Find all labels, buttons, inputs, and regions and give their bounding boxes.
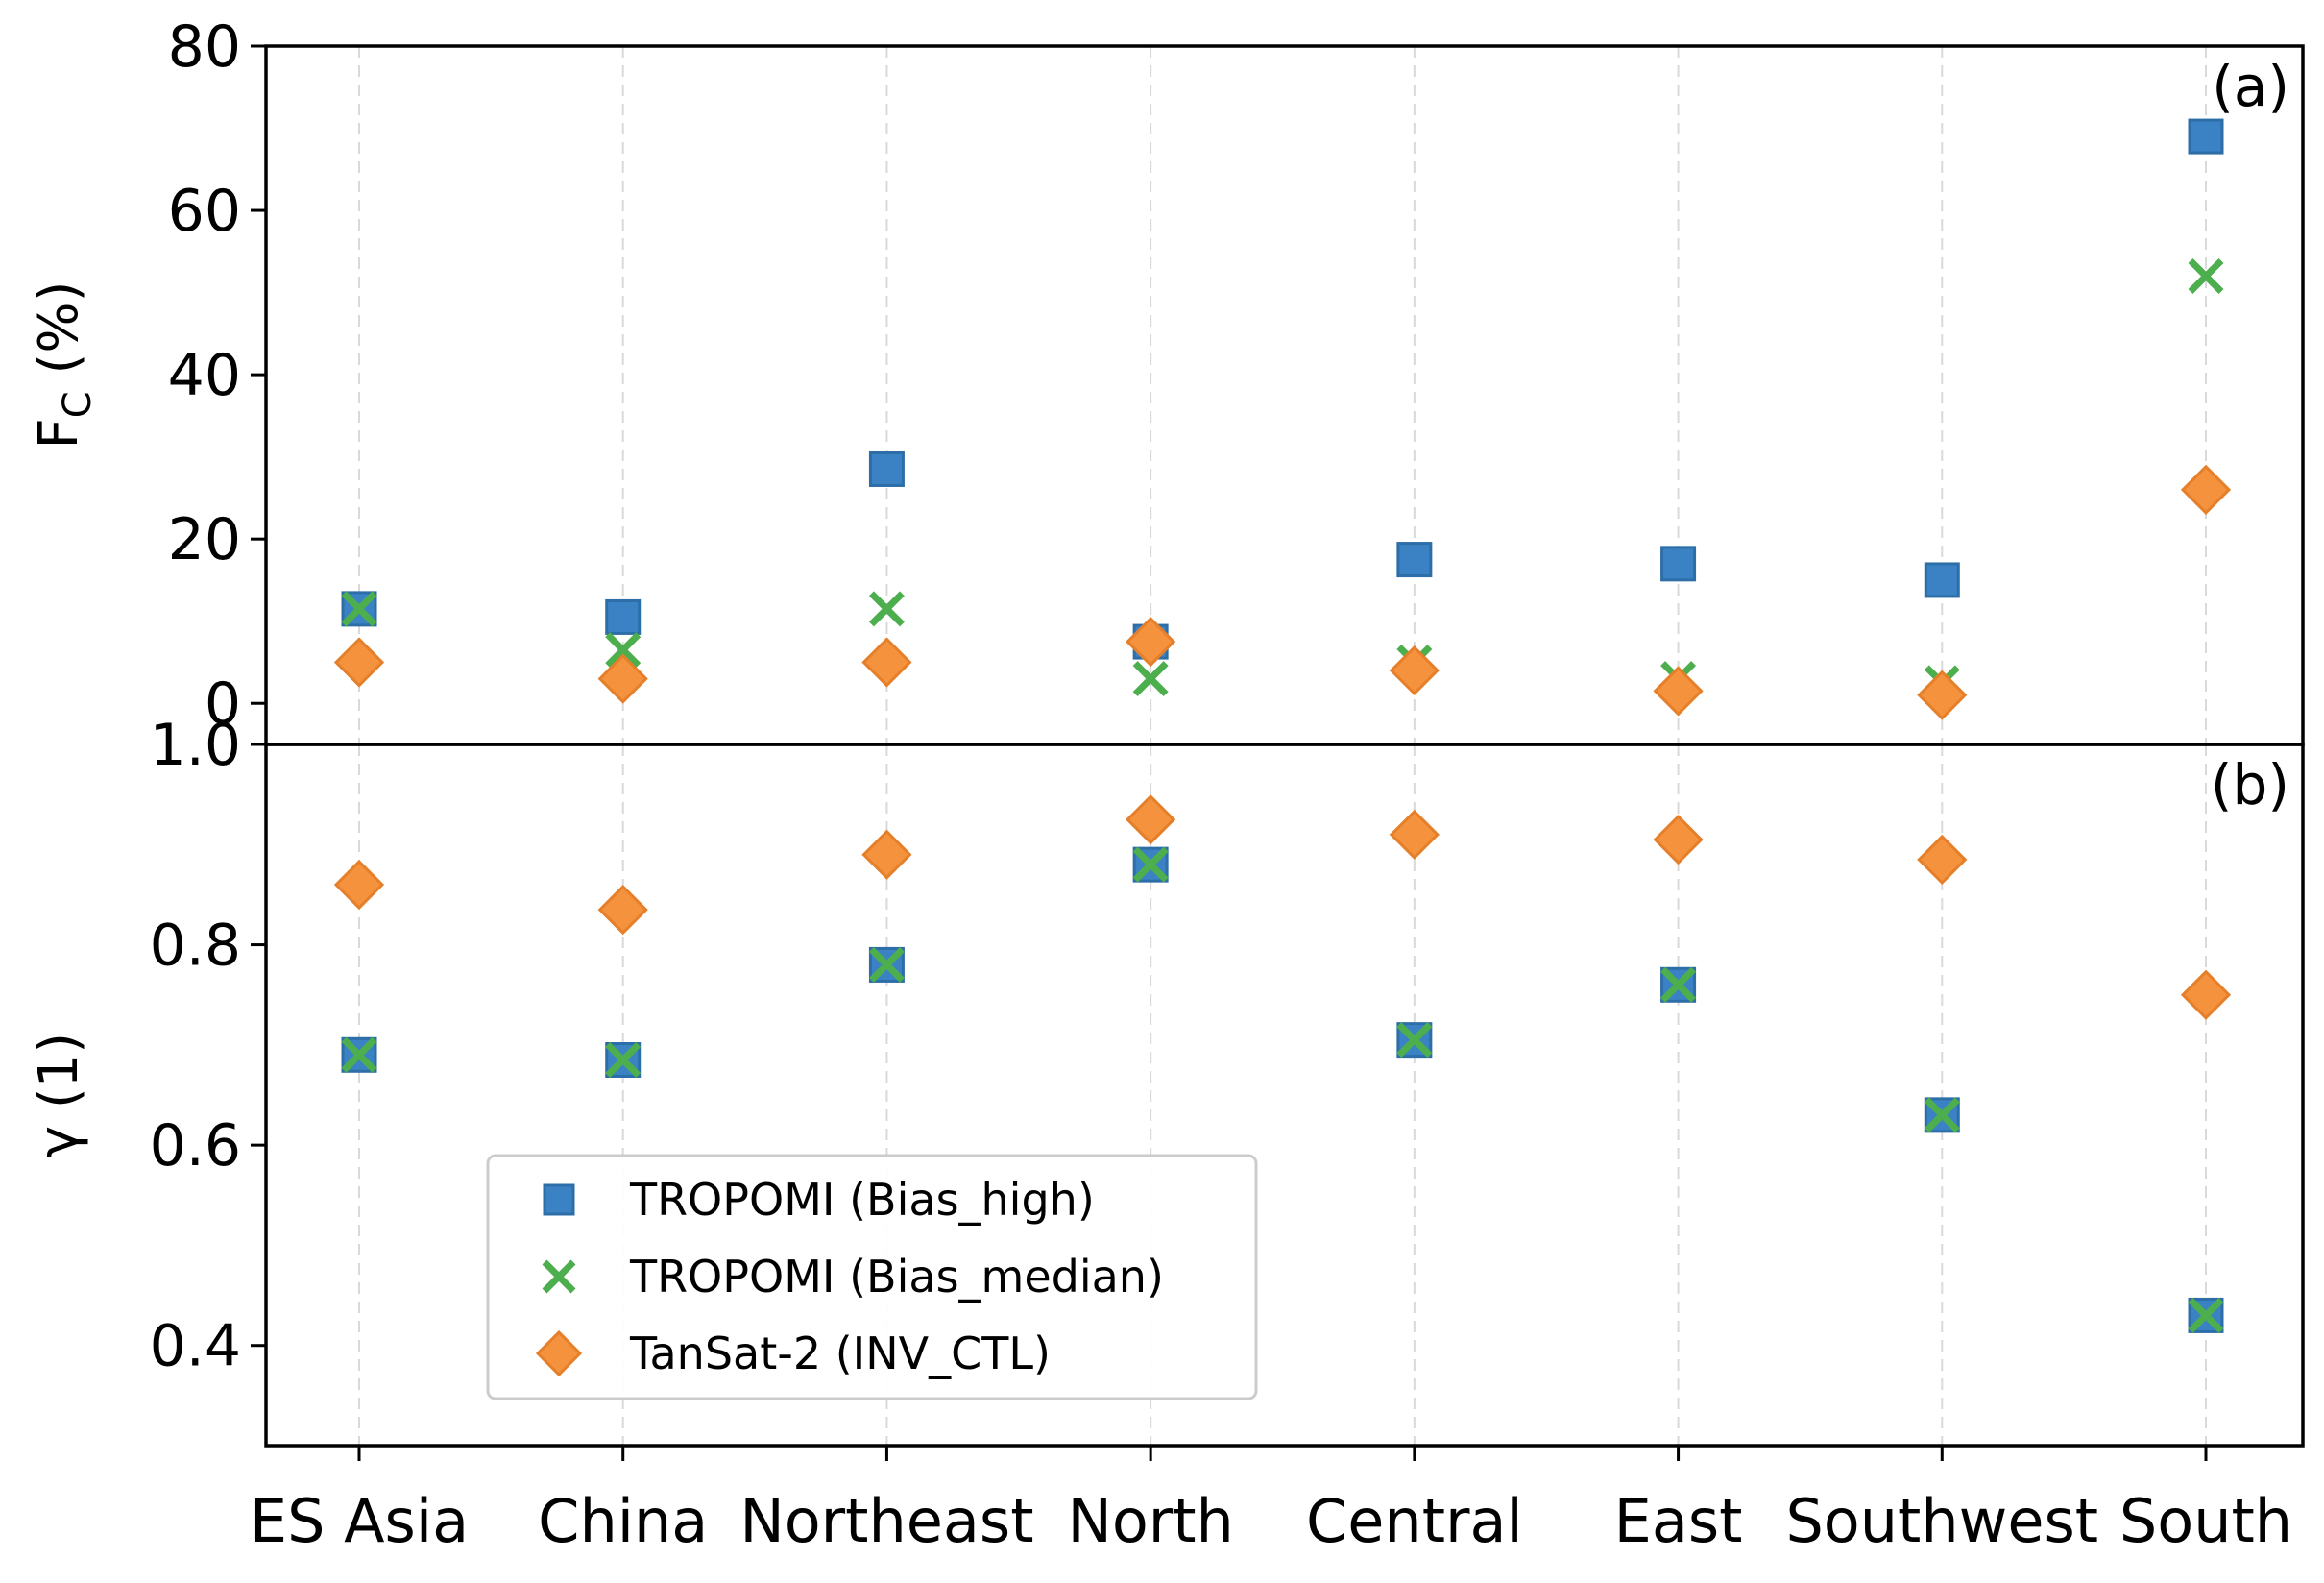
legend-label-1: TROPOMI (Bias_median) <box>629 1251 1164 1303</box>
panel-label-0: (a) <box>2212 54 2289 119</box>
point-1-2-6 <box>1917 834 1968 886</box>
category-label-0: ES Asia <box>250 1486 469 1556</box>
point-0-1-3 <box>1132 661 1169 697</box>
point-1-1-0 <box>341 1036 377 1073</box>
point-0-0-2 <box>868 451 905 487</box>
point-0-2-4 <box>1389 645 1440 696</box>
ytick-label-0-4: 80 <box>168 13 241 81</box>
legend-marker-2 <box>535 1329 583 1377</box>
category-label-5: East <box>1614 1486 1743 1556</box>
point-0-0-7 <box>2188 118 2224 155</box>
point-0-2-3 <box>1126 616 1176 668</box>
point-1-1-4 <box>1396 1022 1433 1059</box>
point-1-2-5 <box>1653 814 1704 865</box>
point-0-0-5 <box>1660 546 1697 582</box>
ytick-label-1-0: 0.4 <box>150 1313 241 1380</box>
point-1-2-7 <box>2180 969 2232 1020</box>
point-1-2-1 <box>597 884 648 936</box>
point-1-2-0 <box>333 859 385 911</box>
ytick-label-0-1: 20 <box>168 506 241 573</box>
ytick-label-1-2: 0.8 <box>150 913 241 980</box>
category-label-1: China <box>538 1486 708 1556</box>
ylabel-a: FC (%) <box>28 281 100 450</box>
point-0-2-7 <box>2180 464 2232 515</box>
point-0-0-6 <box>1924 562 1960 598</box>
point-0-0-1 <box>605 598 642 635</box>
legend-marker-1 <box>542 1259 576 1294</box>
ytick-label-0-3: 60 <box>168 178 241 245</box>
category-label-3: North <box>1067 1486 1233 1556</box>
point-0-2-2 <box>861 637 912 688</box>
point-1-1-5 <box>1660 966 1697 1003</box>
category-label-6: Southwest <box>1785 1486 2098 1556</box>
legend-marker-0 <box>543 1183 575 1216</box>
point-0-2-1 <box>597 653 648 704</box>
point-0-1-7 <box>2188 258 2224 294</box>
ytick-label-1-3: 1.0 <box>150 712 241 779</box>
ytick-label-1-1: 0.6 <box>150 1112 241 1180</box>
point-1-2-2 <box>861 829 912 880</box>
point-0-2-6 <box>1917 670 1968 720</box>
point-0-1-2 <box>868 591 905 627</box>
point-1-1-1 <box>605 1042 642 1078</box>
point-1-1-7 <box>2188 1297 2224 1333</box>
ylabel-b: γ (1) <box>28 1033 90 1157</box>
panel-label-1: (b) <box>2211 752 2289 817</box>
point-0-2-0 <box>333 637 385 688</box>
legend-box <box>486 1154 1258 1400</box>
category-label-2: Northeast <box>739 1486 1033 1556</box>
point-0-2-5 <box>1653 666 1704 717</box>
point-1-1-3 <box>1132 846 1169 883</box>
ylabel-a-sub: C <box>56 391 100 418</box>
ylabel-a-unit: (%) <box>28 281 90 392</box>
category-label-4: Central <box>1306 1486 1523 1556</box>
point-0-1-0 <box>341 591 377 627</box>
plot-frame-1 <box>264 743 2305 1448</box>
point-1-1-6 <box>1924 1097 1960 1133</box>
point-1-1-2 <box>868 946 905 983</box>
ylabel-a-main: F <box>28 418 90 449</box>
point-0-0-4 <box>1396 542 1433 578</box>
point-1-2-3 <box>1126 794 1176 845</box>
legend-label-0: TROPOMI (Bias_high) <box>629 1174 1095 1226</box>
point-0-1-1 <box>605 632 642 669</box>
legend-label-2: TanSat-2 (INV_CTL) <box>629 1327 1051 1379</box>
plot-frame-0 <box>264 44 2305 746</box>
ytick-label-0-0: 0 <box>205 670 241 738</box>
ytick-label-0-2: 40 <box>168 342 241 409</box>
category-label-7: South <box>2119 1486 2292 1556</box>
point-1-2-4 <box>1389 809 1440 860</box>
